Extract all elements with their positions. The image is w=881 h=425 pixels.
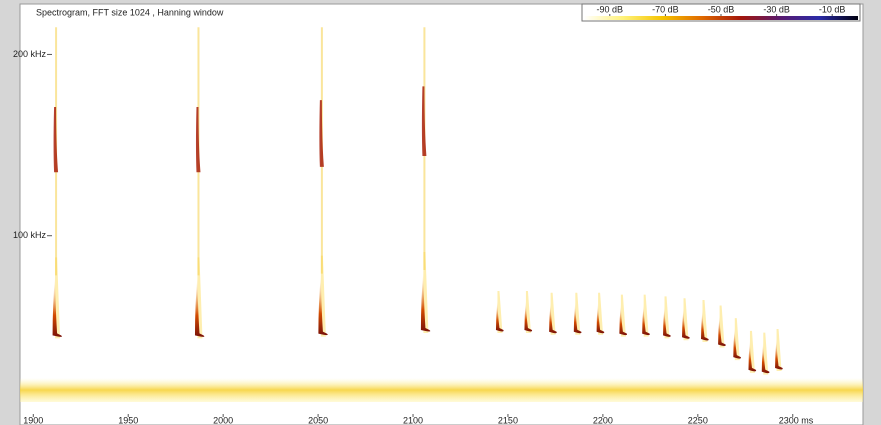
call — [748, 339, 757, 372]
call — [775, 338, 783, 370]
harmonic — [53, 107, 59, 173]
call-shadow — [55, 257, 61, 339]
noise-band — [20, 378, 863, 402]
x-tick-label: 1950 — [118, 415, 138, 425]
x-tick-label: 2000 — [213, 415, 233, 425]
plot-area — [19, 3, 864, 425]
colorbar-gradient — [584, 16, 858, 20]
x-tick-label: 2150 — [498, 415, 518, 425]
colorbar-label: -30 dB — [763, 4, 790, 14]
x-tick-label: 1900 — [23, 415, 43, 425]
chart-title: Spectrogram, FFT size 1024 , Hanning win… — [36, 7, 224, 17]
x-tick-label: 2250 — [688, 415, 708, 425]
call — [682, 307, 690, 339]
y-tick-label: 200 kHz — [13, 49, 47, 59]
call — [524, 299, 533, 332]
x-tick-label: 2200 — [593, 415, 613, 425]
colorbar-label: -90 dB — [597, 4, 624, 14]
harmonic — [195, 107, 201, 173]
x-tick-label: 2100 — [403, 415, 423, 425]
call — [761, 341, 770, 374]
call — [573, 301, 582, 334]
call — [420, 269, 431, 332]
x-tick-label: 2300 ms — [779, 415, 814, 425]
call — [194, 275, 205, 337]
colorbar: -90 dB -70 dB -50 dB -30 dB -10 dB — [581, 3, 861, 22]
x-tick-label: 2050 — [308, 415, 328, 425]
call — [619, 303, 628, 336]
y-tick-label: 100 kHz — [13, 230, 47, 240]
colorbar-label: -70 dB — [652, 4, 679, 14]
call — [549, 301, 557, 334]
call-shadow — [320, 255, 326, 337]
call — [718, 314, 726, 346]
call-shadow — [423, 251, 429, 333]
call — [642, 303, 650, 336]
harmonic — [319, 100, 324, 167]
call — [495, 299, 504, 332]
call — [52, 275, 62, 337]
call — [318, 273, 328, 336]
call-shadow — [197, 257, 203, 339]
call — [701, 309, 709, 341]
call — [733, 327, 741, 359]
call — [596, 301, 605, 334]
colorbar-label: -10 dB — [819, 4, 846, 14]
call — [663, 305, 671, 337]
colorbar-label: -50 dB — [708, 4, 735, 14]
harmonic — [421, 86, 427, 156]
